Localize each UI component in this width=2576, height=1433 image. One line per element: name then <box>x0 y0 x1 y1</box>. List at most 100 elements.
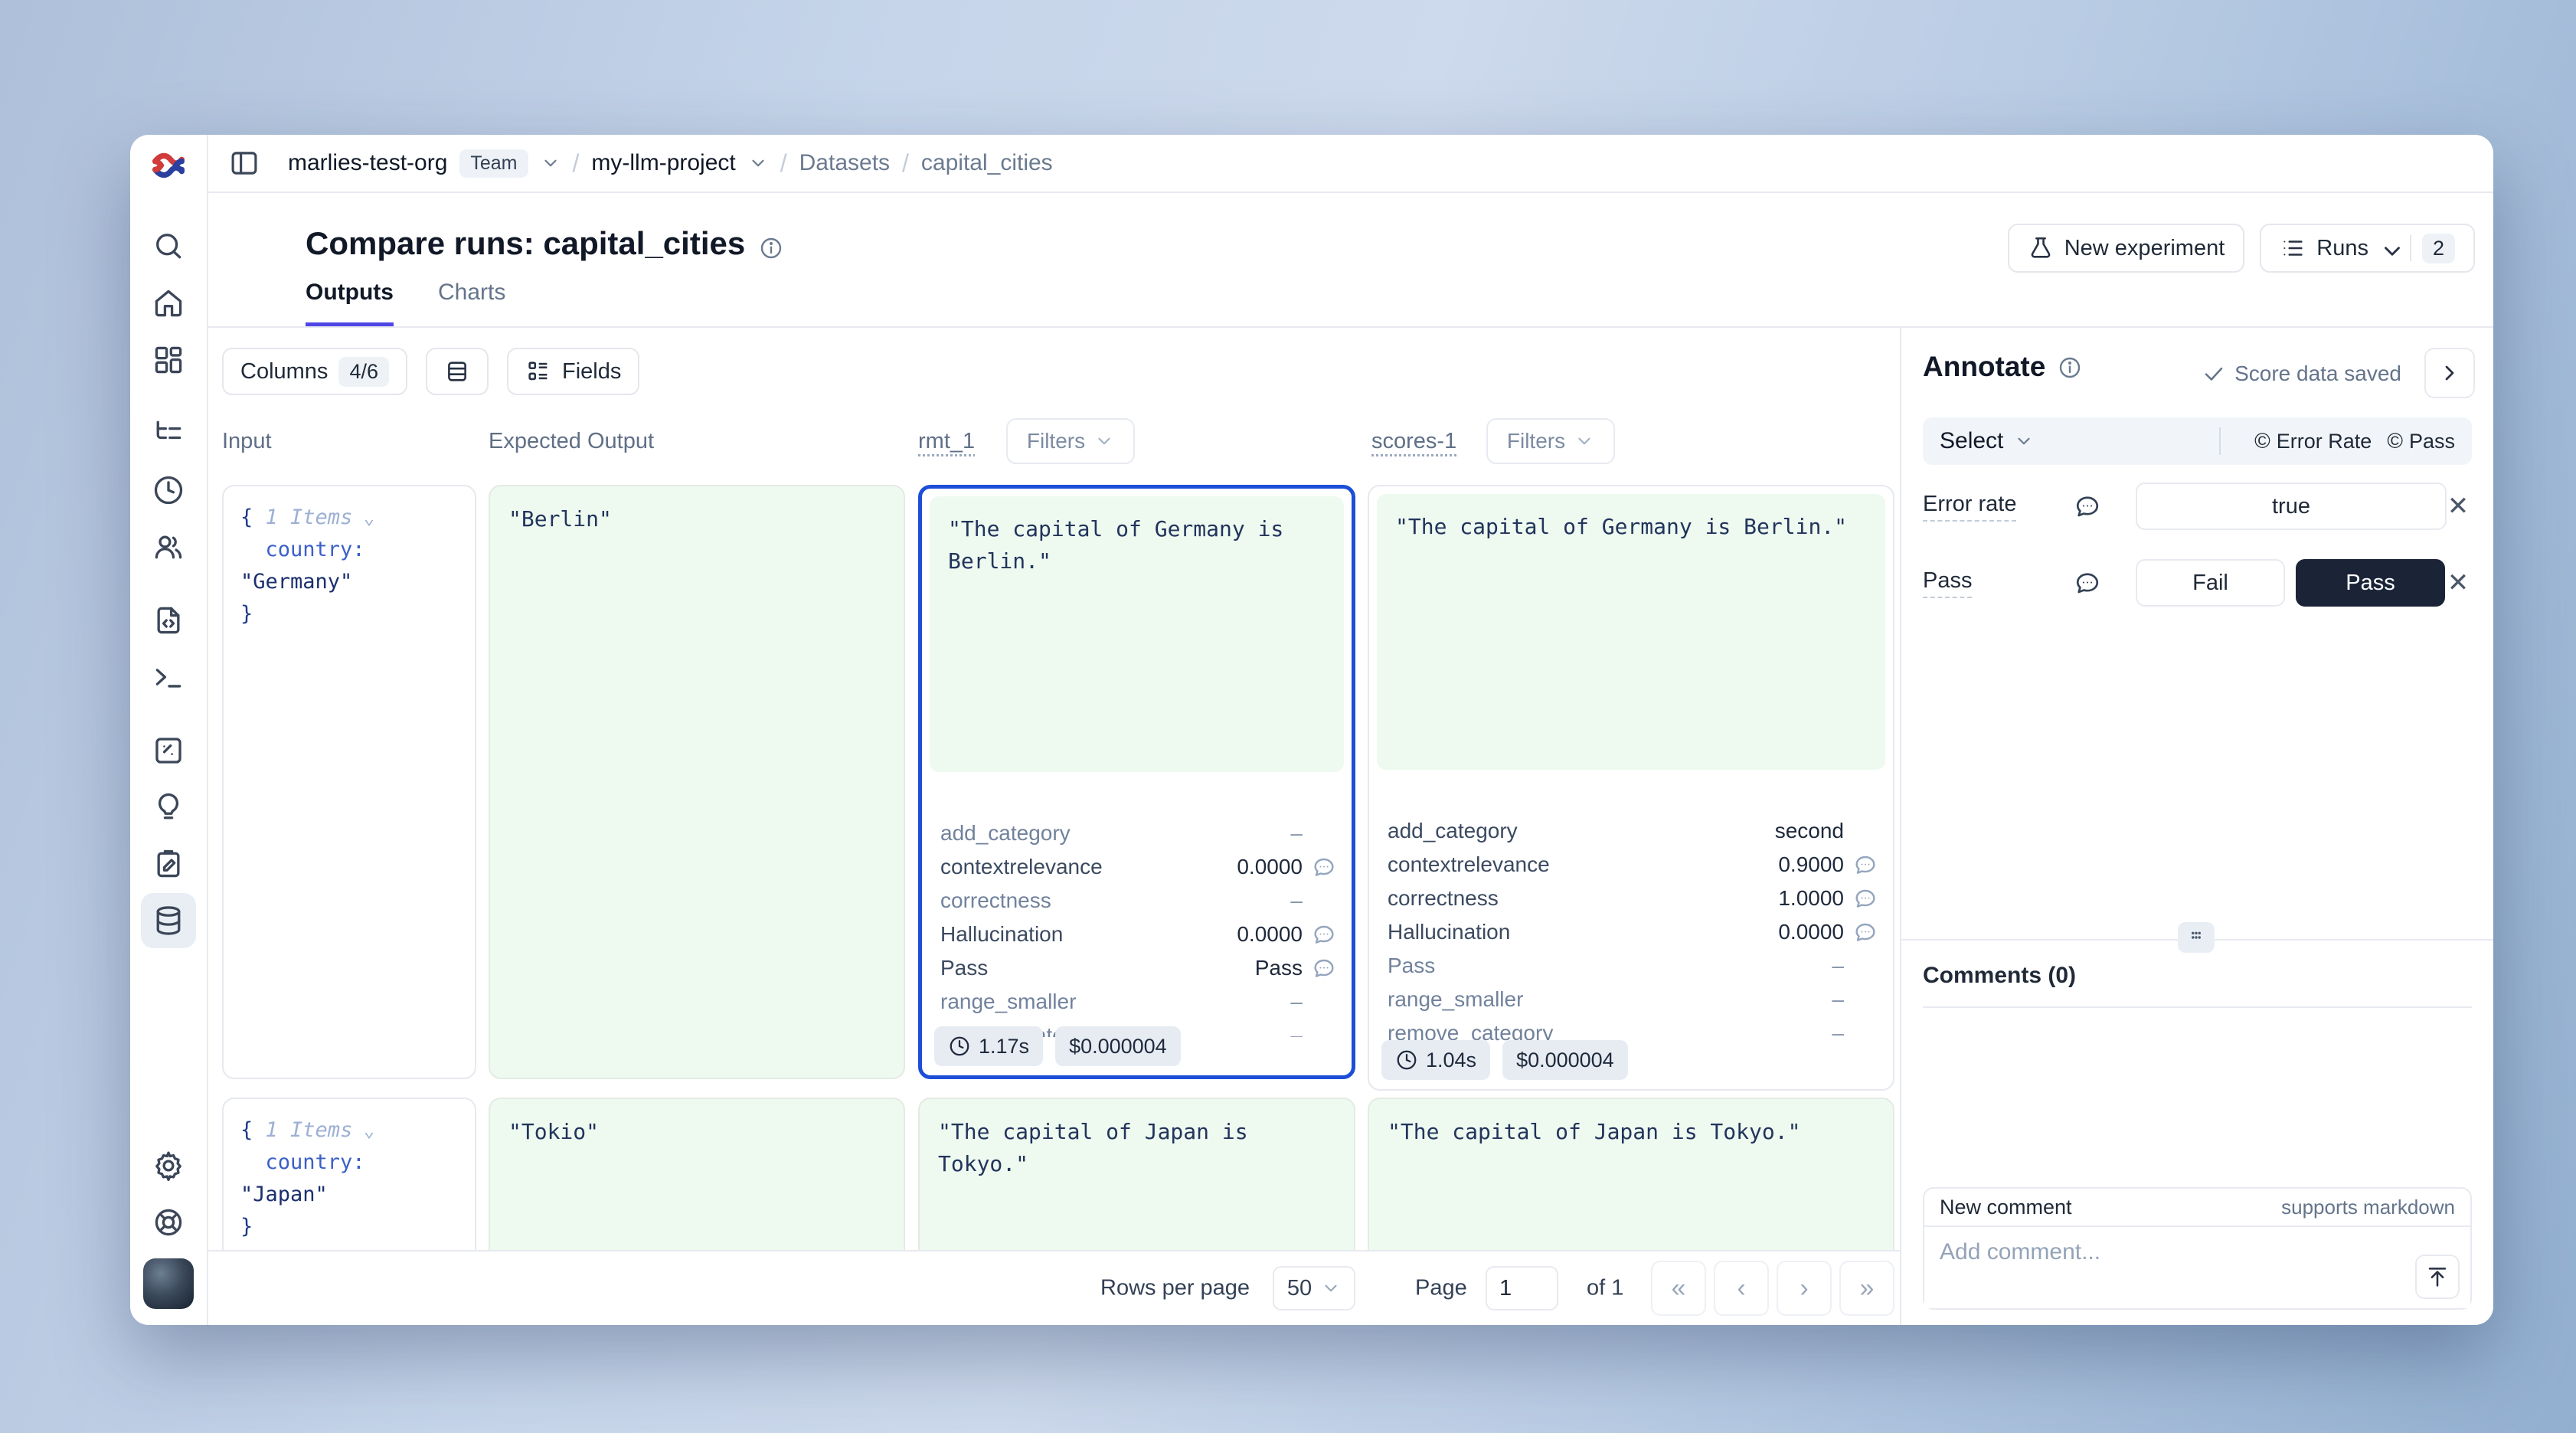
score-label: contextrelevance <box>940 855 1103 878</box>
score-value: – <box>1290 1023 1303 1037</box>
chevron-down-icon[interactable] <box>541 153 561 173</box>
sidebar-item-prompts[interactable] <box>141 593 196 648</box>
sidebar-item-datasets[interactable] <box>141 893 196 948</box>
new-experiment-button[interactable]: New experiment <box>2007 224 2245 273</box>
cell-run1-row2[interactable]: "The capital of Japan is Tokyo." <box>918 1098 1355 1250</box>
cell-input-row1[interactable]: { 1 Items ⌄ country: "Germany" } <box>222 485 476 1079</box>
score-value: 1.0000 <box>1778 886 1844 910</box>
next-page-button[interactable]: › <box>1777 1261 1832 1316</box>
page-title: Compare runs: capital_cities <box>306 225 783 262</box>
fields-button[interactable]: Fields <box>506 348 640 395</box>
runs-button[interactable]: Runs 2 <box>2260 224 2475 273</box>
score-chip-error-rate[interactable]: © Error Rate <box>2254 429 2372 453</box>
breadcrumb-project[interactable]: my-llm-project <box>591 150 736 175</box>
rows-per-page-label: Rows per page <box>1100 1275 1250 1300</box>
user-menu[interactable] <box>141 1256 196 1311</box>
score-select-dropdown[interactable]: Select <box>1940 428 2034 454</box>
fields-label: Fields <box>561 358 622 384</box>
json-items-label[interactable]: 1 Items <box>265 505 353 529</box>
pass-option-button[interactable]: Pass <box>2296 559 2445 607</box>
comment-bubble-icon[interactable] <box>1312 956 1336 980</box>
collapse-panel-button[interactable] <box>2424 348 2475 398</box>
comment-bubble-icon[interactable] <box>1853 852 1878 877</box>
sidebar-item-tracing[interactable] <box>141 406 196 461</box>
breadcrumb-datasets[interactable]: Datasets <box>799 150 891 175</box>
score-label: Hallucination <box>1388 920 1511 944</box>
new-comment-title: New comment <box>1940 1195 2072 1219</box>
col-header-run2[interactable]: scores-1 <box>1371 429 1457 453</box>
annotate-panel: Annotate Score data saved Select © Error … <box>1900 328 2493 1325</box>
json-items-label[interactable]: 1 Items <box>265 1118 353 1142</box>
score-row: contextrelevance 0.9000 <box>1388 848 1878 882</box>
row-height-button[interactable] <box>425 348 489 395</box>
page-input[interactable] <box>1486 1266 1558 1310</box>
clear-pass-button[interactable]: ✕ <box>2441 566 2475 600</box>
chevron-down-icon[interactable] <box>748 153 768 173</box>
sidebar-item-playground[interactable] <box>141 649 196 705</box>
sidebar-item-sessions[interactable] <box>141 463 196 518</box>
score-value: 0.0000 <box>1237 855 1303 878</box>
prev-page-button[interactable]: ‹ <box>1714 1261 1769 1316</box>
cost-value: $0.000004 <box>1069 1034 1167 1058</box>
col-header-run1[interactable]: rmt_1 <box>918 429 976 453</box>
divider <box>2219 427 2221 455</box>
check-icon <box>2202 362 2225 385</box>
main-content: Columns 4/6 Fields Input Expected Output… <box>208 328 1900 1325</box>
breadcrumb-item[interactable]: capital_cities <box>920 150 1053 175</box>
sidebar-toggle-icon[interactable] <box>228 147 260 179</box>
comment-bubble-icon[interactable] <box>1853 886 1878 911</box>
comment-bubble-icon[interactable] <box>1312 855 1336 879</box>
sidebar-item-support[interactable] <box>141 1195 196 1250</box>
resize-handle[interactable] <box>2178 922 2215 953</box>
comment-bubble-icon[interactable] <box>2074 569 2101 597</box>
cell-expected-row1[interactable]: "Berlin" <box>489 485 905 1079</box>
comment-bubble-icon[interactable] <box>1312 922 1336 947</box>
last-page-button[interactable]: » <box>1839 1261 1894 1316</box>
cell-run2-row2[interactable]: "The capital of Japan is Tokyo." <box>1368 1098 1894 1250</box>
comment-bubble-icon[interactable] <box>2074 492 2101 520</box>
latency-value: 1.04s <box>1426 1048 1477 1071</box>
terminal-icon <box>152 660 185 694</box>
score-row: contextrelevance 0.0000 <box>940 850 1336 884</box>
breadcrumb-org[interactable]: marlies-test-org <box>288 150 448 175</box>
chevron-down-icon <box>1321 1278 1341 1298</box>
run-output-text: "The capital of Japan is Tokyo." <box>938 1119 1248 1176</box>
sidebar-item-users[interactable] <box>141 519 196 574</box>
cell-run1-row1[interactable]: "The capital of Germany is Berlin." add_… <box>918 485 1355 1079</box>
score-list: add_category second contextrelevance 0.900… <box>1388 814 1878 1053</box>
sidebar-item-home[interactable] <box>141 276 196 331</box>
rows-icon <box>444 358 470 384</box>
sidebar-item-evaluators[interactable] <box>141 723 196 778</box>
clear-error-rate-button[interactable]: ✕ <box>2441 489 2475 523</box>
rows-per-page-select[interactable]: 50 <box>1273 1266 1355 1310</box>
tab-charts[interactable]: Charts <box>437 280 506 305</box>
error-rate-input[interactable] <box>2136 483 2447 530</box>
percent-square-icon <box>152 734 185 767</box>
score-row: range_smaller – <box>1388 983 1878 1016</box>
fail-option-button[interactable]: Fail <box>2136 559 2285 607</box>
chevron-down-icon <box>2014 431 2034 451</box>
sidebar-item-dashboards[interactable] <box>141 332 196 388</box>
first-page-button[interactable]: « <box>1651 1261 1706 1316</box>
tab-outputs[interactable]: Outputs <box>306 280 394 326</box>
cost-pill: $0.000004 <box>1055 1026 1181 1066</box>
info-icon[interactable] <box>759 231 783 259</box>
sidebar-item-annotation[interactable] <box>141 836 196 892</box>
cell-run2-row1[interactable]: "The capital of Germany is Berlin." add_… <box>1368 485 1894 1091</box>
columns-button[interactable]: Columns 4/6 <box>222 348 407 395</box>
sidebar-item-insights[interactable] <box>141 780 196 835</box>
cell-expected-row2[interactable]: "Tokio" <box>489 1098 905 1250</box>
score-chip-pass[interactable]: © Pass <box>2387 429 2455 453</box>
chip-label: Pass <box>2408 429 2455 453</box>
cell-input-row2[interactable]: { 1 Items ⌄ country: "Japan" } <box>222 1098 476 1250</box>
comment-input[interactable] <box>1924 1227 2470 1308</box>
sidebar-item-search[interactable] <box>141 219 196 274</box>
submit-comment-button[interactable] <box>2415 1255 2460 1299</box>
divider <box>1923 1006 2472 1008</box>
info-icon[interactable] <box>2058 355 2082 379</box>
comment-bubble-icon[interactable] <box>1853 920 1878 944</box>
sidebar-item-settings[interactable] <box>141 1138 196 1193</box>
filters-button-run1[interactable]: Filters <box>1006 418 1135 464</box>
config-circle-icon: © <box>2387 429 2403 453</box>
filters-button-run2[interactable]: Filters <box>1486 418 1615 464</box>
